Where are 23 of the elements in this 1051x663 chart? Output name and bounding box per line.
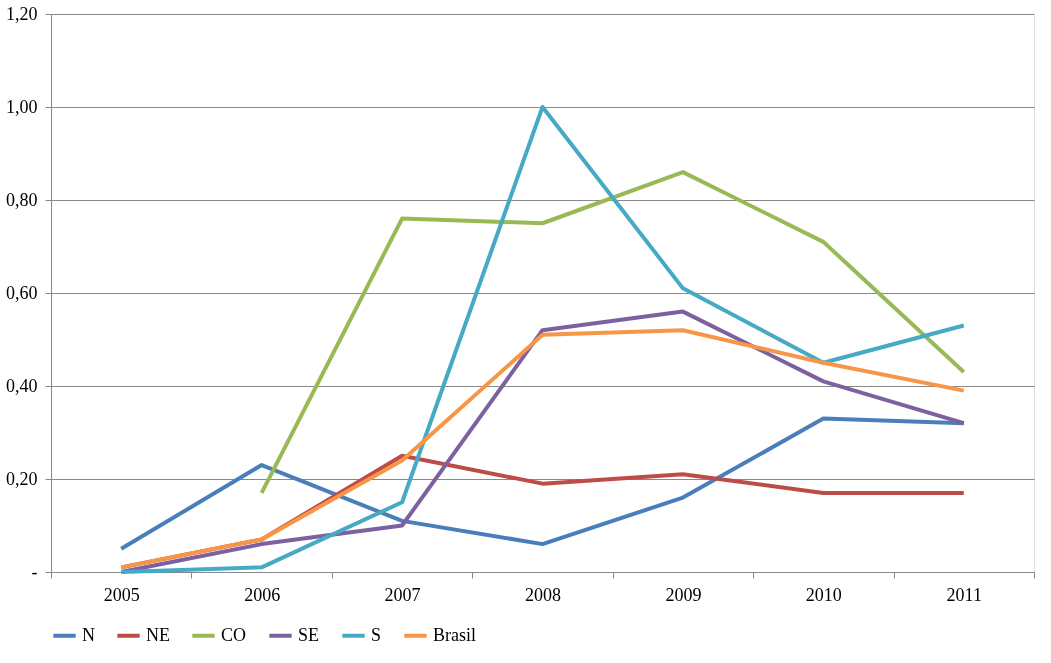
legend-label: CO <box>221 624 247 645</box>
line-series <box>259 170 966 495</box>
x-tick-label: 2008 <box>525 584 561 605</box>
line-series <box>119 105 966 574</box>
y-tick-label: 0,40 <box>6 375 38 396</box>
y-tick-label: 0,20 <box>6 468 38 489</box>
y-tick-label: 1,20 <box>6 3 38 24</box>
x-tick-label: 2009 <box>665 584 702 605</box>
y-tick-label: 0,60 <box>6 282 38 303</box>
x-tick-label: 2010 <box>805 584 842 605</box>
legend-label: NE <box>146 624 170 645</box>
x-tick-label: 2006 <box>244 584 281 605</box>
x-tick-label: 2007 <box>384 584 421 605</box>
x-tick-label: 2011 <box>946 584 982 605</box>
y-tick-label: 1,00 <box>6 96 38 117</box>
legend-label: SE <box>298 624 320 645</box>
legend-label: Brasil <box>433 624 476 645</box>
y-tick-label: - <box>31 561 38 582</box>
line-series <box>119 416 966 551</box>
legend-label: N <box>82 624 95 645</box>
x-tick-label: 2005 <box>103 584 140 605</box>
y-tick-label: 0,80 <box>6 189 38 210</box>
legend-label: S <box>371 624 382 645</box>
